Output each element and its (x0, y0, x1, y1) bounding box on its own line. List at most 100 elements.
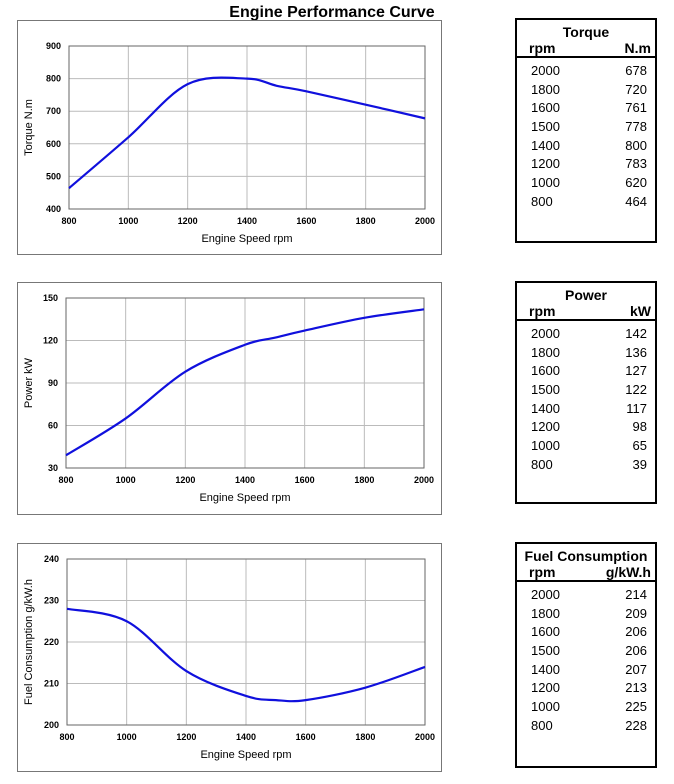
rpm-cell: 1200 (531, 155, 560, 174)
value-cell: 225 (625, 698, 647, 717)
value-cell: 206 (625, 623, 647, 642)
y-tick-label: 60 (48, 421, 58, 431)
x-tick-label: 2000 (414, 475, 434, 485)
col-header: rpm (529, 40, 555, 56)
rpm-cell: 2000 (531, 325, 560, 344)
x-tick-label: 1800 (355, 732, 375, 742)
rpm-cell: 1800 (531, 605, 560, 624)
x-tick-label: 1800 (354, 475, 374, 485)
x-tick-label: 1600 (296, 732, 316, 742)
value-cell: 127 (625, 362, 647, 381)
y-tick-label: 150 (43, 293, 58, 303)
x-axis-label: Engine Speed rpm (201, 233, 292, 245)
x-tick-label: 1400 (236, 732, 256, 742)
y-tick-label: 600 (46, 139, 61, 149)
y-axis-label: Power kW (23, 357, 35, 408)
col-header: g/kW.h (606, 564, 651, 580)
table-title: Torque (517, 24, 655, 40)
rpm-cell: 800 (531, 717, 553, 736)
y-tick-label: 400 (46, 204, 61, 214)
rpm-cell: 1000 (531, 174, 560, 193)
value-cell: 783 (625, 155, 647, 174)
table-row: 1800 136 (517, 344, 655, 363)
y-tick-label: 800 (46, 74, 61, 84)
y-tick-label: 30 (48, 463, 58, 473)
x-tick-label: 1600 (295, 475, 315, 485)
table-row: 2000 214 (517, 586, 655, 605)
table-row: 1400 800 (517, 137, 655, 156)
rpm-cell: 1800 (531, 81, 560, 100)
value-cell: 761 (625, 99, 647, 118)
table-title: Power (517, 287, 655, 303)
x-tick-label: 1200 (176, 732, 196, 742)
y-tick-label: 230 (44, 596, 59, 606)
table-row: 1200 213 (517, 679, 655, 698)
value-cell: 39 (633, 456, 647, 475)
value-cell: 778 (625, 118, 647, 137)
x-tick-label: 1800 (356, 216, 376, 226)
rpm-cell: 1400 (531, 400, 560, 419)
table-row: 2000 678 (517, 62, 655, 81)
x-tick-label: 1400 (235, 475, 255, 485)
y-tick-label: 120 (43, 336, 58, 346)
x-tick-label: 1200 (175, 475, 195, 485)
value-cell: 720 (625, 81, 647, 100)
value-cell: 142 (625, 325, 647, 344)
rpm-cell: 1500 (531, 381, 560, 400)
value-cell: 620 (625, 174, 647, 193)
y-tick-label: 240 (44, 554, 59, 564)
x-tick-label: 2000 (415, 732, 435, 742)
value-cell: 213 (625, 679, 647, 698)
x-tick-label: 1400 (237, 216, 257, 226)
value-cell: 464 (625, 193, 647, 212)
table-header: rpm N.m (517, 40, 655, 58)
table-row: 1500 206 (517, 642, 655, 661)
value-cell: 214 (625, 586, 647, 605)
rpm-cell: 1500 (531, 118, 560, 137)
rpm-cell: 1000 (531, 698, 560, 717)
table-header: rpm g/kW.h (517, 564, 655, 582)
rpm-cell: 1600 (531, 99, 560, 118)
value-cell: 136 (625, 344, 647, 363)
col-header: N.m (625, 40, 651, 56)
x-tick-label: 800 (59, 732, 74, 742)
x-tick-label: 1000 (116, 475, 136, 485)
rpm-cell: 1400 (531, 137, 560, 156)
y-tick-label: 90 (48, 378, 58, 388)
value-cell: 678 (625, 62, 647, 81)
x-tick-label: 1000 (117, 732, 137, 742)
col-header: rpm (529, 564, 555, 580)
x-tick-label: 1600 (296, 216, 316, 226)
value-cell: 65 (633, 437, 647, 456)
table-row: 2000 142 (517, 325, 655, 344)
y-tick-label: 220 (44, 637, 59, 647)
table-row: 1500 778 (517, 118, 655, 137)
table-row: 1800 720 (517, 81, 655, 100)
y-axis-label: Torque N.m (23, 99, 35, 156)
rpm-cell: 1500 (531, 642, 560, 661)
value-cell: 117 (626, 400, 647, 419)
rpm-cell: 2000 (531, 586, 560, 605)
rpm-cell: 2000 (531, 62, 560, 81)
table-row: 1000 620 (517, 174, 655, 193)
rpm-cell: 1200 (531, 679, 560, 698)
rpm-cell: 1800 (531, 344, 560, 363)
value-cell: 800 (625, 137, 647, 156)
x-tick-label: 1200 (178, 216, 198, 226)
rpm-cell: 1400 (531, 661, 560, 680)
value-cell: 206 (625, 642, 647, 661)
